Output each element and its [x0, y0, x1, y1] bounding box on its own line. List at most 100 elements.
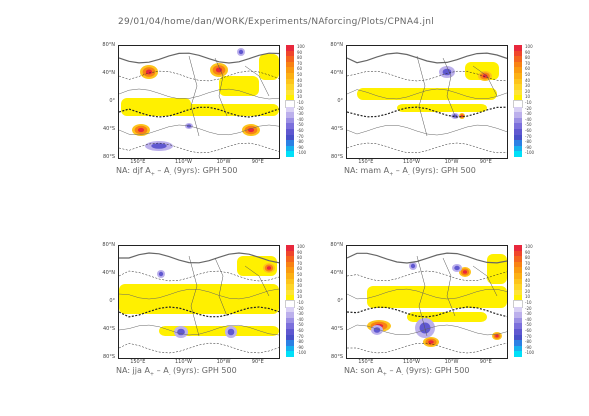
colorbar-label: 10	[297, 294, 303, 300]
colorbar-swatch	[286, 278, 294, 285]
colorbar-label: 10	[525, 294, 531, 300]
colorbar-label: 30	[525, 83, 531, 89]
lon-tick-label: 10°W	[216, 359, 231, 365]
colorbar-label: -80	[297, 339, 304, 345]
colorbar-label: -60	[297, 128, 304, 133]
colorbar-label: -20	[525, 105, 532, 111]
contour-line	[347, 142, 507, 154]
colorbar-label: 40	[525, 277, 531, 283]
colorbar-label: -20	[297, 305, 304, 311]
colorbar-label: 90	[297, 49, 303, 55]
positive-anomaly-area	[119, 284, 279, 314]
colorbar-swatch	[514, 67, 522, 73]
colorbar-swatch	[514, 306, 522, 313]
colorbar-swatch	[286, 306, 294, 313]
lon-tick-label: 110°W	[175, 359, 192, 365]
contour-line	[347, 106, 507, 118]
colorbar-swatch	[514, 295, 522, 301]
contour-line	[347, 306, 507, 318]
lon-tick-label: 90°E	[251, 359, 264, 365]
coastline	[472, 65, 498, 97]
colorbar-swatch	[286, 267, 294, 273]
contour-line	[347, 288, 507, 300]
lat-tick-label: 80°N	[330, 42, 343, 48]
contour-line	[119, 306, 279, 318]
colorbar-swatch	[514, 84, 522, 90]
colorbar-label: -10	[525, 300, 532, 305]
lat-tick-label: 40°S	[330, 326, 343, 332]
colorbar-swatch	[286, 140, 294, 146]
colorbar: 100 90 80 70 60 50 40 30 20 10 -10 -20 -30 -40 -50 -60-…	[285, 44, 306, 157]
colorbar-label: -90	[297, 344, 304, 350]
colorbar-label: 20	[297, 288, 303, 294]
colorbar-label: 60	[297, 266, 303, 272]
coastline	[214, 57, 228, 117]
negative-anomaly-center	[177, 328, 185, 336]
negative-anomaly-center	[158, 271, 164, 277]
positive-anomaly-center	[495, 334, 499, 338]
contour-line	[347, 70, 507, 82]
colorbar-label: -60	[525, 128, 532, 133]
colorbar-label: -80	[297, 139, 304, 145]
colorbar-label: -30	[525, 311, 532, 317]
colorbar-label: 50	[297, 72, 303, 77]
colorbar-label: 30	[525, 283, 531, 289]
colorbar-label: 50	[525, 272, 531, 277]
colorbar-label: -50	[525, 122, 532, 128]
colorbar-label: 20	[525, 88, 531, 94]
contour-line	[119, 342, 279, 354]
contour-line	[347, 324, 507, 336]
anomaly-map	[346, 45, 508, 159]
colorbar-swatch	[514, 289, 522, 296]
colorbar-swatch	[514, 129, 522, 135]
contour-line	[119, 270, 279, 282]
coastline	[442, 257, 456, 317]
colorbar-swatch	[286, 89, 294, 96]
colorbar-label: -50	[297, 122, 304, 128]
contour-line	[119, 142, 279, 154]
colorbar-label: 80	[525, 55, 531, 61]
colorbar-swatch	[514, 151, 522, 157]
colorbar-label: -40	[525, 316, 532, 322]
colorbar-swatch	[286, 61, 294, 68]
colorbar-swatch	[286, 256, 294, 262]
colorbar-swatch	[513, 300, 523, 308]
lat-tick-label: 40°N	[102, 270, 115, 276]
colorbar-label: 40	[525, 77, 531, 83]
negative-anomaly-center	[227, 328, 235, 336]
colorbar-swatch	[514, 95, 522, 101]
lat-tick-label: 80°S	[330, 354, 343, 360]
lat-tick-label: 0°	[337, 298, 343, 304]
colorbar-label: 70	[297, 260, 303, 266]
colorbar-label: 100	[297, 44, 305, 49]
colorbar-swatch	[514, 267, 522, 273]
colorbar-label: -50	[525, 322, 532, 328]
colorbar-label: 30	[297, 83, 303, 89]
map-svg	[347, 52, 507, 154]
colorbar-label: -60	[297, 328, 304, 333]
colorbar-swatch	[514, 245, 522, 251]
lon-tick-label: 150°E	[130, 359, 146, 365]
colorbar-swatch	[286, 245, 294, 251]
colorbar-label: 100	[525, 244, 533, 249]
colorbar-label: -70	[525, 133, 532, 139]
colorbar-swatch	[514, 351, 522, 357]
lon-tick-label: 10°W	[444, 159, 459, 165]
colorbar-label: 40	[297, 277, 303, 283]
anomaly-map	[118, 45, 280, 159]
colorbar-swatch	[286, 151, 294, 157]
colorbar-label: -70	[297, 333, 304, 339]
colorbar-label: -40	[297, 116, 304, 122]
panel-caption: NA: jja A+ – A- (9yrs): GPH 500	[116, 366, 237, 378]
colorbar-swatch	[285, 300, 295, 308]
colorbar-swatch	[286, 95, 294, 101]
lon-tick-label: 10°W	[444, 359, 459, 365]
colorbar-swatch	[514, 340, 522, 346]
lat-tick-label: 40°N	[330, 70, 343, 76]
positive-anomaly-area	[219, 76, 259, 96]
lat-tick-label: 80°N	[330, 242, 343, 248]
anomaly-map	[346, 245, 508, 359]
colorbar-swatch	[514, 61, 522, 68]
map-svg	[347, 252, 507, 354]
positive-anomaly-center	[482, 74, 488, 78]
